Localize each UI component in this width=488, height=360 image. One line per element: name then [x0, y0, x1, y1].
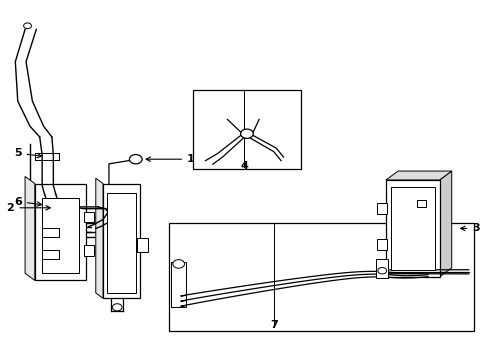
Circle shape: [240, 129, 253, 138]
Polygon shape: [385, 180, 439, 277]
Bar: [42, 228, 59, 237]
Bar: [106, 193, 136, 293]
Polygon shape: [96, 178, 103, 298]
Text: 5: 5: [14, 148, 41, 158]
Bar: [83, 212, 94, 222]
Polygon shape: [35, 184, 86, 280]
Polygon shape: [385, 171, 451, 180]
Bar: [42, 250, 59, 259]
Bar: [376, 239, 386, 250]
Text: 6: 6: [14, 197, 41, 207]
Circle shape: [23, 23, 31, 29]
Bar: [42, 198, 79, 273]
Text: 3: 3: [460, 224, 479, 233]
Text: 7: 7: [269, 320, 277, 330]
Circle shape: [377, 267, 386, 274]
Bar: [193, 90, 300, 169]
Text: 2: 2: [6, 203, 50, 213]
Text: 1: 1: [146, 154, 194, 164]
Polygon shape: [439, 171, 451, 277]
Bar: [375, 258, 387, 278]
Bar: [390, 187, 434, 270]
Bar: [137, 238, 148, 252]
Circle shape: [129, 154, 142, 164]
Polygon shape: [25, 176, 35, 280]
Text: 4: 4: [240, 161, 248, 171]
Bar: [83, 246, 94, 256]
Bar: [171, 262, 185, 307]
Bar: [416, 200, 425, 207]
Bar: [168, 223, 473, 330]
Polygon shape: [103, 184, 140, 298]
Circle shape: [172, 260, 184, 268]
Bar: [376, 203, 386, 214]
Circle shape: [112, 304, 122, 311]
